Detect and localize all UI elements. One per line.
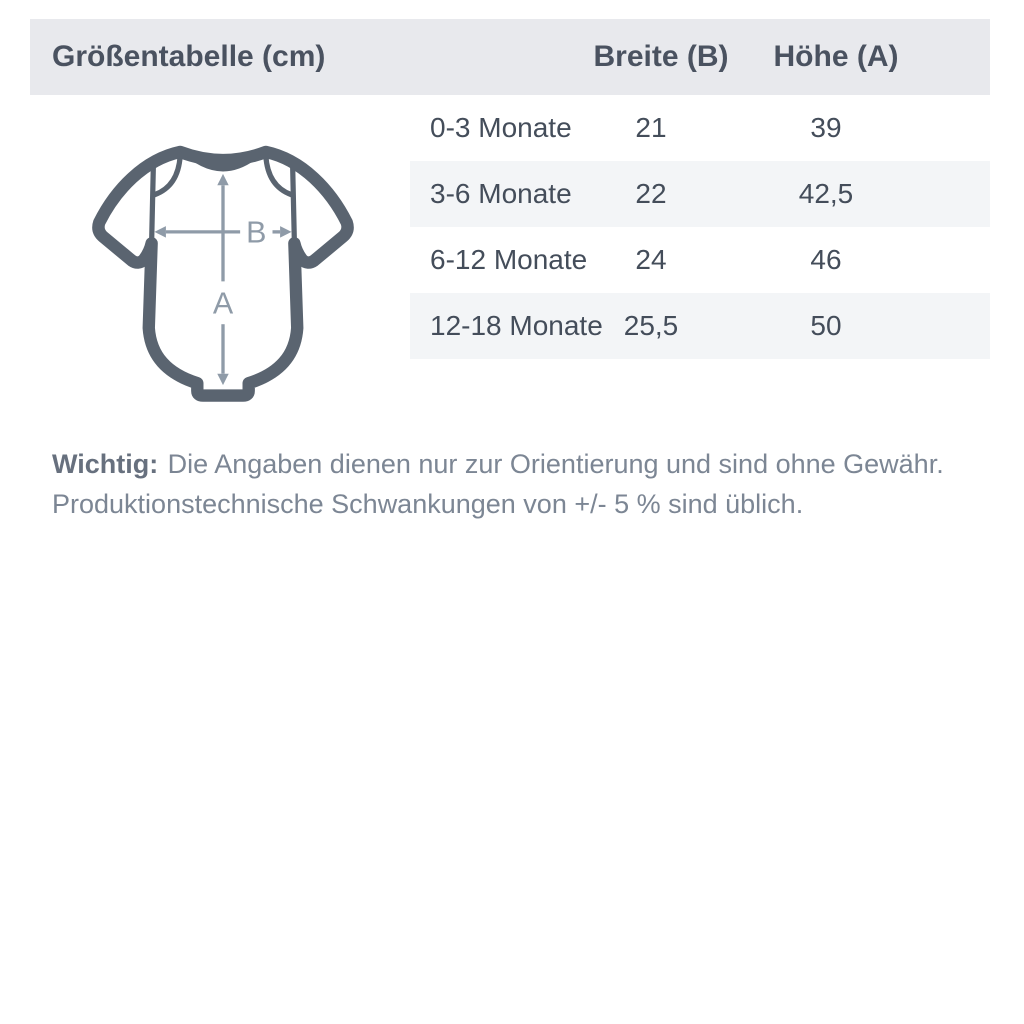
note-text-1: Die Angaben dienen nur zur Orientierung … bbox=[167, 449, 944, 479]
width-arrow: B bbox=[154, 215, 292, 249]
right-shoulder-seam bbox=[289, 155, 297, 245]
left-lap-curve bbox=[151, 153, 183, 198]
neckband-shape bbox=[179, 150, 267, 172]
table-row: 12-18 Monate 25,5 50 bbox=[410, 293, 990, 359]
disclaimer-note: Wichtig: Die Angaben dienen nur zur Orien… bbox=[52, 444, 982, 524]
note-line-1: Wichtig: Die Angaben dienen nur zur Orien… bbox=[52, 444, 982, 484]
size-table-body: 0-3 Monate 21 39 3-6 Monate 22 42,5 6-12… bbox=[410, 95, 990, 359]
left-shoulder-seam bbox=[149, 155, 157, 245]
page-title: Größentabelle (cm) bbox=[52, 40, 326, 73]
bodysuit-measurement-diagram: A B bbox=[85, 133, 361, 405]
size-row-label: 3-6 Monate bbox=[430, 178, 572, 209]
size-row-label: 12-18 Monate bbox=[430, 310, 603, 341]
size-row-breite-value: 21 bbox=[635, 112, 667, 143]
column-header-hoehe: Höhe (A) bbox=[773, 40, 899, 73]
size-chart-header: Größentabelle (cm) Breite (B) Höhe (A) bbox=[30, 19, 990, 95]
size-row-label: 6-12 Monate bbox=[430, 244, 588, 275]
table-row: 6-12 Monate 24 46 bbox=[410, 227, 990, 293]
width-label: B bbox=[246, 215, 266, 249]
size-row-breite-value: 24 bbox=[635, 244, 667, 275]
size-row-hoehe-value: 39 bbox=[810, 112, 842, 143]
table-row: 0-3 Monate 21 39 bbox=[410, 95, 990, 161]
size-row-breite-value: 22 bbox=[635, 178, 667, 209]
height-label: A bbox=[213, 287, 234, 321]
bodysuit-icon: A B bbox=[92, 145, 354, 402]
size-row-label: 0-3 Monate bbox=[430, 112, 572, 143]
note-line-2: Produktionstechnische Schwankungen von +… bbox=[52, 489, 804, 519]
table-row: 3-6 Monate 22 42,5 bbox=[410, 161, 990, 227]
note-prefix: Wichtig: bbox=[52, 449, 159, 479]
size-row-hoehe-value: 42,5 bbox=[798, 178, 854, 209]
size-row-breite-value: 25,5 bbox=[623, 310, 679, 341]
right-lap-curve bbox=[263, 153, 295, 198]
size-row-hoehe-value: 50 bbox=[810, 310, 842, 341]
column-header-breite: Breite (B) bbox=[593, 40, 729, 73]
size-row-hoehe-value: 46 bbox=[810, 244, 842, 275]
